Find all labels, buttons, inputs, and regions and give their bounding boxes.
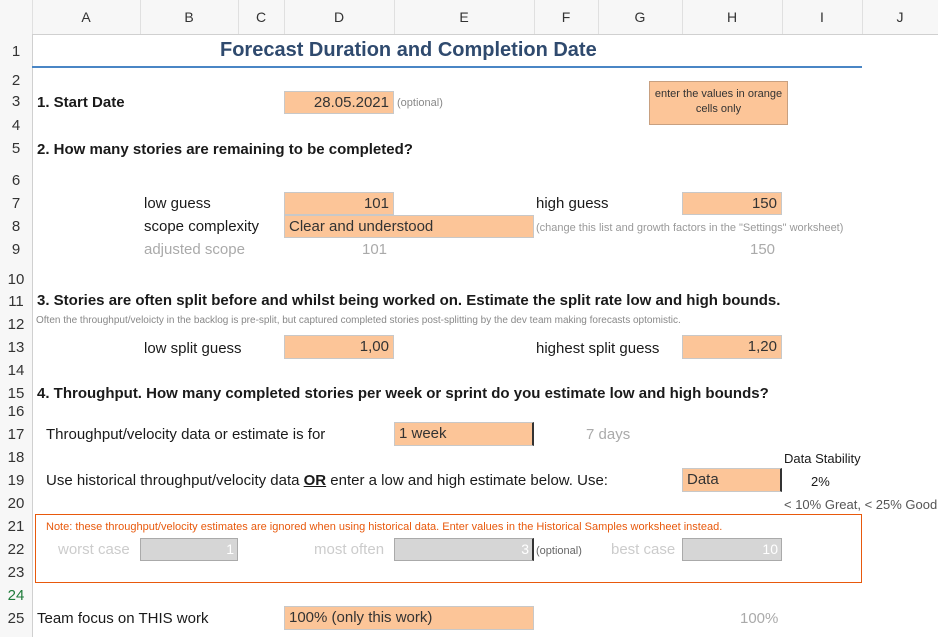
- column-header-c[interactable]: C: [238, 0, 285, 34]
- worst-case-label: worst case: [58, 541, 130, 558]
- row-number[interactable]: 6: [11, 172, 21, 189]
- throughput-period-days: 7 days: [586, 426, 631, 443]
- low-guess-label: low guess: [144, 195, 211, 212]
- column-header-e[interactable]: E: [394, 0, 535, 34]
- high-guess-label: high guess: [536, 195, 609, 212]
- title-underline: [32, 66, 862, 68]
- row-number[interactable]: 17: [7, 426, 25, 443]
- start-date-optional-label: (optional): [397, 97, 443, 109]
- section-3-heading: 3. Stories are often split before and wh…: [37, 292, 781, 309]
- adjusted-scope-label: adjusted scope: [144, 241, 245, 258]
- row-number[interactable]: 22: [7, 541, 25, 558]
- section-3-note: Often the throughput/veloicty in the bac…: [36, 315, 681, 326]
- row-number[interactable]: 7: [11, 195, 21, 212]
- start-date-input[interactable]: 28.05.2021: [284, 91, 394, 114]
- throughput-estimates-note: Note: these throughput/velocity estimate…: [46, 521, 723, 533]
- row-number[interactable]: 9: [11, 241, 21, 258]
- adjusted-scope-low: 101: [362, 241, 388, 258]
- throughput-estimates-box: [35, 514, 862, 583]
- high-guess-input[interactable]: 150: [682, 192, 782, 215]
- row-number[interactable]: 18: [7, 449, 25, 466]
- section-1-heading: 1. Start Date: [37, 94, 125, 111]
- row-number[interactable]: 4: [11, 117, 21, 134]
- row-number[interactable]: 3: [11, 93, 21, 110]
- scope-complexity-label: scope complexity: [144, 218, 260, 235]
- row-header-bar: 1 2 3 4 5 6 7 8 9 10 11 12 13 14 15 16 1…: [0, 34, 33, 637]
- worst-case-input[interactable]: 1: [140, 538, 238, 561]
- adjusted-scope-high: 150: [750, 241, 776, 258]
- high-split-label: highest split guess: [536, 340, 660, 357]
- column-header-j[interactable]: J: [896, 9, 904, 25]
- low-split-input[interactable]: 1,00: [284, 335, 394, 359]
- row-number[interactable]: 19: [7, 472, 25, 489]
- use-historical-text-pre: Use historical throughput/velocity data: [46, 472, 304, 489]
- team-focus-result: 100%: [740, 610, 779, 627]
- use-historical-or: OR: [303, 472, 327, 489]
- throughput-period-label: Throughput/velocity data or estimate is …: [46, 426, 326, 443]
- throughput-period-select[interactable]: 1 week: [394, 422, 534, 446]
- low-split-label: low split guess: [144, 340, 242, 357]
- scope-complexity-select[interactable]: Clear and understood: [284, 215, 534, 238]
- row-number[interactable]: 1: [11, 43, 21, 60]
- data-stability-label: Data Stability: [784, 451, 861, 466]
- best-case-input[interactable]: 10: [682, 538, 782, 561]
- row-number[interactable]: 15: [7, 385, 25, 402]
- most-often-label: most often: [314, 541, 385, 558]
- column-header-f[interactable]: F: [534, 0, 599, 34]
- instruction-note-box: enter the values in orange cells only: [649, 81, 788, 125]
- most-often-optional-label: (optional): [536, 545, 582, 557]
- row-number[interactable]: 23: [7, 564, 25, 581]
- row-number-selected[interactable]: 24: [7, 587, 25, 604]
- row-number[interactable]: 8: [11, 218, 21, 235]
- data-stability-hint: < 10% Great, < 25% Good: [784, 497, 938, 512]
- row-number[interactable]: 12: [7, 316, 25, 333]
- row-number[interactable]: 14: [7, 362, 25, 379]
- column-header-a[interactable]: A: [32, 0, 141, 34]
- use-historical-text-post: enter a low and high estimate below. Use…: [326, 472, 608, 489]
- row-number[interactable]: 13: [7, 339, 25, 356]
- column-header-bar: A B C D E F G H I J: [0, 0, 938, 35]
- row-number[interactable]: 21: [7, 518, 25, 535]
- row-number[interactable]: 20: [7, 495, 25, 512]
- team-focus-select[interactable]: 100% (only this work): [284, 606, 534, 630]
- section-2-heading: 2. How many stories are remaining to be …: [37, 141, 413, 158]
- row-number[interactable]: 25: [7, 610, 25, 627]
- column-header-d[interactable]: D: [284, 0, 395, 34]
- column-header-g[interactable]: G: [598, 0, 683, 34]
- column-header-i[interactable]: I: [782, 0, 863, 34]
- page-title: Forecast Duration and Completion Date: [220, 39, 597, 61]
- use-historical-label: Use historical throughput/velocity data …: [46, 472, 608, 489]
- column-header-b[interactable]: B: [140, 0, 239, 34]
- row-number[interactable]: 10: [7, 271, 25, 288]
- low-guess-input[interactable]: 101: [284, 192, 394, 215]
- row-number[interactable]: 2: [11, 72, 21, 89]
- row-number[interactable]: 5: [11, 140, 21, 157]
- team-focus-label: Team focus on THIS work: [37, 610, 209, 627]
- row-number[interactable]: 16: [7, 403, 25, 420]
- data-stability-value: 2%: [811, 474, 830, 489]
- column-header-h[interactable]: H: [682, 0, 783, 34]
- section-4-heading: 4. Throughput. How many completed storie…: [37, 385, 769, 402]
- most-often-input[interactable]: 3: [394, 538, 534, 561]
- high-split-input[interactable]: 1,20: [682, 335, 782, 359]
- best-case-label: best case: [611, 541, 676, 558]
- scope-complexity-hint: (change this list and growth factors in …: [536, 222, 844, 234]
- row-number[interactable]: 11: [8, 293, 24, 310]
- data-source-select[interactable]: Data: [682, 468, 782, 492]
- select-all-corner[interactable]: [0, 0, 33, 34]
